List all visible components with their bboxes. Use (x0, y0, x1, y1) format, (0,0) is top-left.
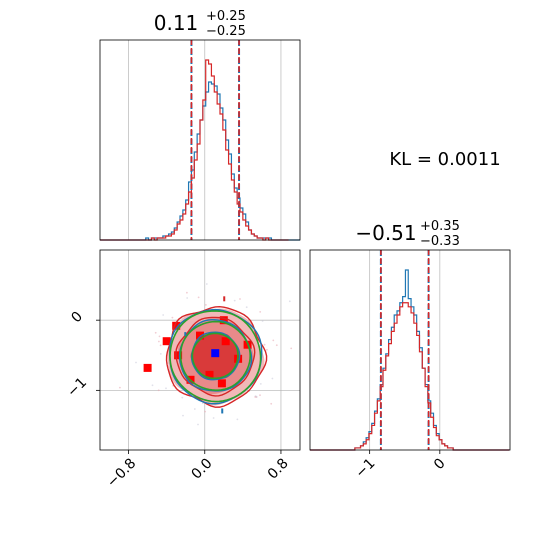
x-tick-label: −1 (353, 456, 379, 482)
scatter-point (154, 331, 157, 334)
scatter-point (290, 347, 293, 350)
scatter-point (254, 396, 257, 398)
contour-red-middle (175, 316, 256, 397)
sample-marker-red (217, 379, 226, 388)
scatter-point (239, 298, 241, 300)
scatter-point (270, 402, 273, 405)
param-2-title-lower: −0.33 (420, 234, 460, 249)
param-1-title-lower: −0.25 (206, 24, 246, 39)
scatter-point (159, 344, 162, 347)
marginal-2-frame (309, 249, 511, 451)
scatter-point (245, 306, 248, 309)
scatter-point (288, 300, 291, 303)
sample-marker-red (172, 321, 181, 330)
scatter-point (205, 304, 207, 306)
joint-frame (99, 249, 301, 451)
scatter-point (202, 402, 204, 405)
joint-density-panel (99, 249, 301, 451)
sample-marker-red (143, 363, 152, 372)
scatter-point (171, 316, 174, 319)
scatter-point (158, 335, 161, 338)
param-2-title-upper: +0.35 (420, 219, 460, 234)
scatter-point (157, 389, 160, 392)
sample-marker-red (219, 316, 228, 325)
sample-marker-red (221, 337, 230, 346)
scatter-point (263, 343, 266, 346)
marginal-histogram-param-2 (309, 249, 511, 451)
scatter-point (186, 291, 188, 294)
y-tick-label: 0 (68, 309, 86, 327)
scatter-point (162, 314, 165, 316)
scatter-point (275, 344, 278, 347)
scatter-point (193, 408, 196, 410)
scatter-point (197, 423, 199, 426)
contour-green-outer (169, 310, 262, 403)
outlier-point (221, 408, 224, 414)
x-tick-label: 0 (431, 456, 449, 474)
scatter-point (205, 283, 208, 285)
scatter-point (259, 383, 262, 385)
panel-titles: 0.11 +0.25−0.25 −0.51 +0.35−0.33 (154, 9, 460, 249)
histogram-blue (100, 81, 300, 241)
outlier-point (184, 332, 187, 337)
scatter-point (259, 394, 261, 397)
sample-marker-red (196, 331, 204, 340)
scatter-point (236, 418, 239, 421)
scatter-point (272, 339, 275, 342)
histogram-blue (310, 269, 510, 451)
y-tick-label: −1 (64, 375, 90, 401)
x-tick-label: 0.8 (265, 456, 292, 483)
outlier-point (223, 296, 226, 302)
sample-marker-red (174, 351, 183, 360)
scatter-point (158, 340, 160, 343)
param-2-title: −0.51 (355, 221, 416, 245)
scatter-point (165, 387, 167, 390)
scatter-point (261, 320, 264, 322)
scatter-point (233, 299, 236, 302)
param-1-title: 0.11 (154, 11, 199, 35)
joint-content (119, 283, 293, 426)
scatter-point (151, 384, 154, 387)
histogram-red (310, 302, 510, 451)
scatter-point (159, 353, 162, 355)
scatter-point (212, 417, 215, 419)
scatter-point (259, 311, 262, 313)
x-tick-label: 0.0 (189, 456, 216, 483)
scatter-point (181, 396, 184, 399)
scatter-point (197, 296, 200, 299)
scatter-point (119, 386, 121, 389)
contour-green-inner (191, 332, 239, 380)
kl-divergence-label: KL = 0.0011 (389, 149, 500, 170)
scatter-point (182, 414, 184, 417)
sample-marker-red (162, 337, 171, 346)
param-1-title-upper: +0.25 (206, 9, 246, 24)
marginal-histogram-param-1 (99, 39, 301, 241)
scatter-point (204, 410, 207, 413)
scatter-point (266, 348, 268, 351)
scatter-point (186, 297, 189, 299)
scatter-point (271, 377, 274, 380)
contour-red-outer (165, 306, 268, 408)
marginal-1-frame (99, 39, 301, 241)
mean-marker (211, 349, 220, 358)
contour-green-middle (179, 320, 252, 391)
scatter-point (135, 361, 137, 364)
contour-blue-middle (178, 319, 253, 392)
x-tick-label: −0.8 (104, 456, 139, 491)
scatter-point (255, 395, 258, 398)
sample-marker-red (205, 370, 214, 379)
